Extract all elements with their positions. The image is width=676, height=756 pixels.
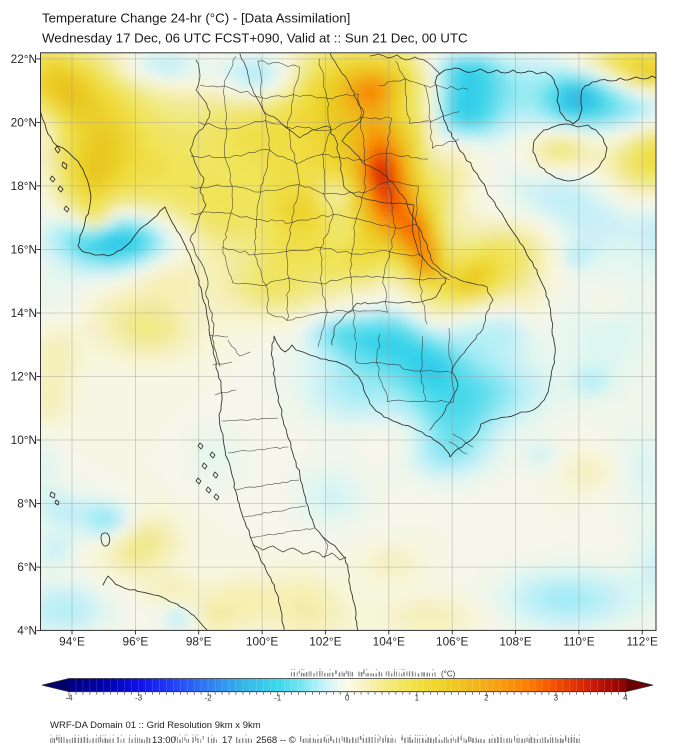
svg-text:-4: -4 [65,694,73,703]
svg-text:20°N: 20°N [11,115,37,129]
svg-text:6°N: 6°N [17,560,37,574]
svg-text:112°E: 112°E [626,634,658,648]
svg-text:22°N: 22°N [11,52,37,66]
svg-text:14°N: 14°N [11,306,37,320]
svg-text:18°N: 18°N [11,179,37,193]
svg-text:102°E: 102°E [309,634,341,648]
svg-text:104°E: 104°E [373,634,405,648]
svg-text:10°N: 10°N [11,433,37,447]
svg-text:94°E: 94°E [59,634,85,648]
svg-text:WRF-DA Domain 01 :: Grid Resol: WRF-DA Domain 01 :: Grid Resolution 9km … [50,720,261,731]
svg-text:108°E: 108°E [499,634,531,648]
svg-text:96°E: 96°E [123,634,149,648]
svg-text:4°N: 4°N [17,624,37,638]
svg-text:1: 1 [415,694,420,703]
svg-text:Wednesday 17 Dec, 06 UTC FCST+: Wednesday 17 Dec, 06 UTC FCST+090, Valid… [42,31,468,46]
svg-text:-3: -3 [135,694,143,703]
svg-text:-2: -2 [205,694,213,703]
svg-text:2568 -- ©: 2568 -- © [256,735,296,746]
svg-text:Temperature Change 24-hr (°C): Temperature Change 24-hr (°C) - [Data As… [42,11,350,26]
svg-text:98°E: 98°E [186,634,212,648]
svg-text:(°C): (°C) [441,670,456,679]
svg-text:110°E: 110°E [563,634,595,648]
svg-text:8°N: 8°N [17,497,37,511]
svg-text:16°N: 16°N [11,243,37,257]
svg-text:106°E: 106°E [436,634,468,648]
svg-text:13:00: 13:00 [152,735,176,746]
svg-text:100°E: 100°E [246,634,278,648]
svg-text:0: 0 [345,694,350,703]
svg-text:3: 3 [554,694,559,703]
svg-text:-1: -1 [274,694,282,703]
svg-text:4: 4 [623,694,628,703]
svg-text:2: 2 [484,694,489,703]
svg-text:17: 17 [222,735,233,746]
svg-text:12°N: 12°N [11,370,37,384]
